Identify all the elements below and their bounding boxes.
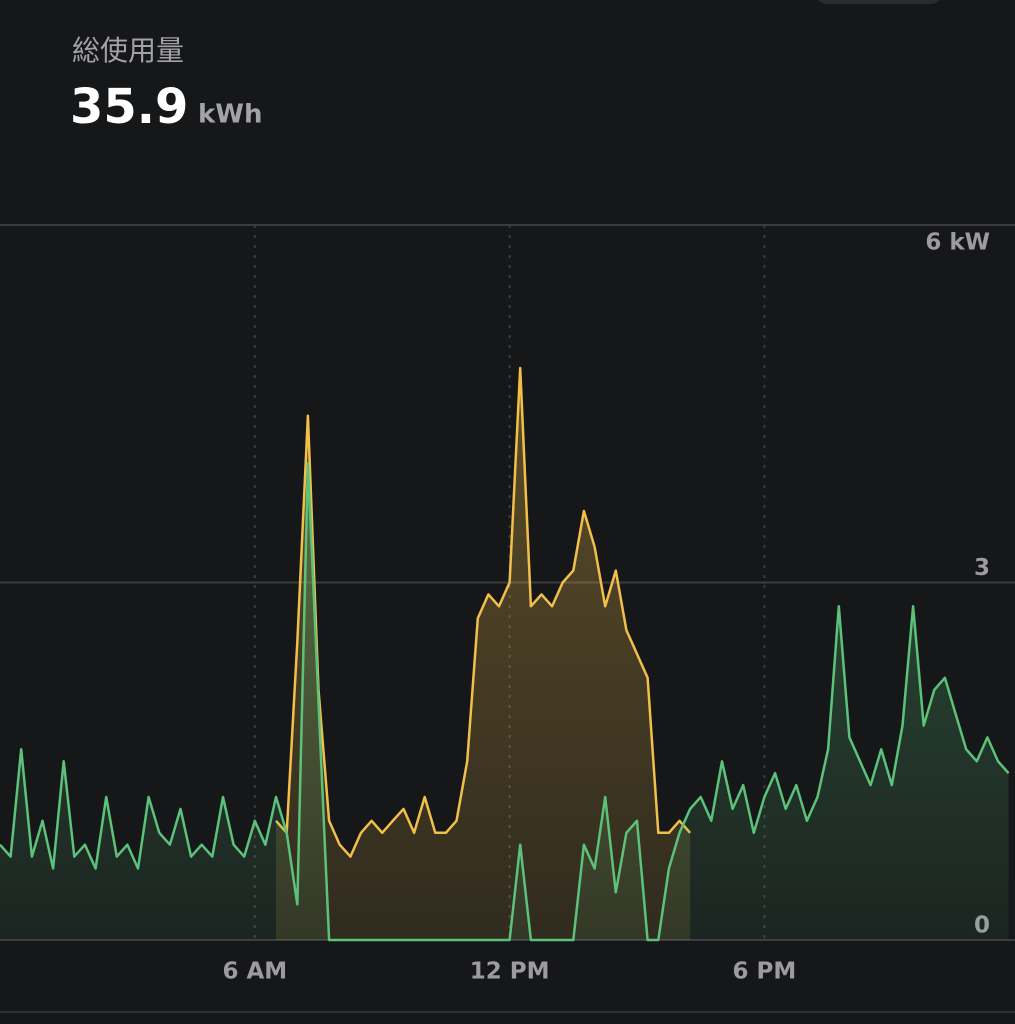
x-tick-label: 6 PM [733, 959, 797, 985]
total-unit: kWh [198, 100, 262, 130]
series-area [0, 463, 1009, 940]
series-line [275, 366, 692, 858]
title: 総使用量 [72, 34, 184, 67]
top-button[interactable] [815, 0, 943, 4]
series-line [0, 462, 1010, 942]
x-tick-label: 6 AM [222, 959, 287, 985]
y-tick-label: 3 [974, 555, 990, 581]
y-tick-label: 6 kW [925, 230, 990, 256]
x-tick-label: 12 PM [470, 959, 550, 985]
series-area [276, 368, 691, 940]
total-value: 35.9 [70, 79, 188, 135]
